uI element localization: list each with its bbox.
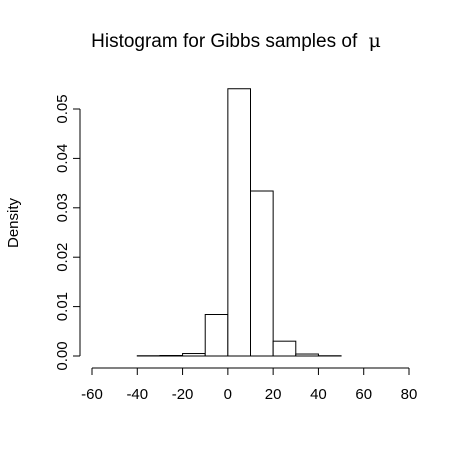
- x-tick-label: -40: [126, 386, 148, 403]
- y-axis-label: Density: [5, 197, 22, 248]
- histogram-bar: [251, 191, 274, 356]
- chart-title-text: Histogram for Gibbs samples of: [91, 31, 358, 52]
- x-tick-label: -60: [81, 386, 103, 403]
- y-tick-label: 0.03: [54, 193, 71, 222]
- y-tick-label: 0.04: [54, 144, 71, 173]
- y-axis: 0.00 0.01 0.02 0.03 0.04 0.05: [54, 94, 80, 370]
- y-tick-label: 0.02: [54, 243, 71, 272]
- x-tick-label: -20: [172, 386, 194, 403]
- histogram-bars: [137, 89, 341, 356]
- x-axis: -60 -40 -20 0 20 40 60 80: [81, 368, 417, 403]
- y-tick-label: 0.05: [54, 94, 71, 123]
- x-tick-label: 20: [265, 386, 282, 403]
- chart-title-symbol: μ: [369, 30, 381, 52]
- x-tick-label: 60: [355, 386, 372, 403]
- x-tick-label: 0: [224, 386, 232, 403]
- histogram-bar: [296, 354, 319, 356]
- histogram-bar: [183, 354, 206, 356]
- y-tick-label: 0.01: [54, 292, 71, 321]
- x-tick-label: 40: [310, 386, 327, 403]
- chart-title: Histogram for Gibbs samples of μ: [91, 30, 381, 52]
- x-tick-label: 80: [401, 386, 418, 403]
- histogram-bar: [273, 341, 296, 356]
- histogram-bar: [228, 89, 251, 356]
- histogram-bar: [205, 315, 228, 356]
- y-tick-label: 0.00: [54, 341, 71, 370]
